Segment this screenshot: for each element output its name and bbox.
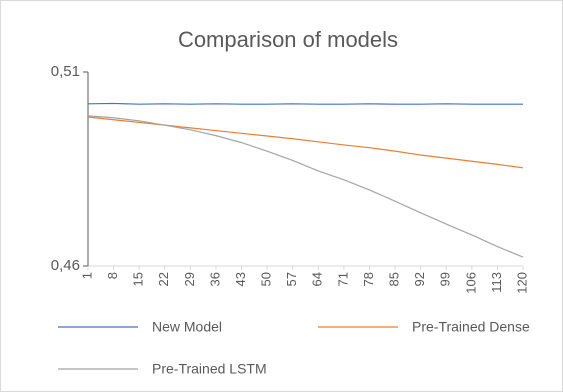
x-tick-label: 1	[79, 272, 94, 279]
x-tick-label: 106	[463, 272, 478, 294]
x-tick-label: 99	[438, 272, 453, 286]
x-tick-label: 64	[310, 272, 325, 286]
x-tick-label: 78	[361, 272, 376, 286]
legend-label: Pre-Trained LSTM	[152, 361, 267, 377]
x-tick-label: 50	[259, 272, 274, 286]
x-tick-label: 36	[207, 272, 222, 286]
x-tick-label: 85	[386, 272, 401, 286]
x-tick-label: 43	[233, 272, 248, 286]
x-tick-label: 120	[514, 272, 529, 294]
x-tick-label: 92	[412, 272, 427, 286]
series-line	[87, 115, 524, 258]
x-tick-label: 22	[156, 272, 171, 286]
x-tick-label: 57	[284, 272, 299, 286]
x-tick-label: 113	[489, 272, 504, 293]
x-tick-label: 15	[131, 272, 146, 286]
legend-label: Pre-Trained Dense	[412, 319, 530, 335]
legend-label: New Model	[152, 319, 222, 335]
y-tick-label: 0,46	[51, 257, 80, 274]
y-tick-label: 0,51	[51, 63, 80, 80]
x-tick-label: 29	[182, 272, 197, 286]
x-tick-label: 8	[105, 272, 120, 279]
chart-title: Comparison of models	[178, 27, 398, 52]
series-line	[87, 102, 523, 105]
x-tick-label: 71	[335, 272, 350, 286]
